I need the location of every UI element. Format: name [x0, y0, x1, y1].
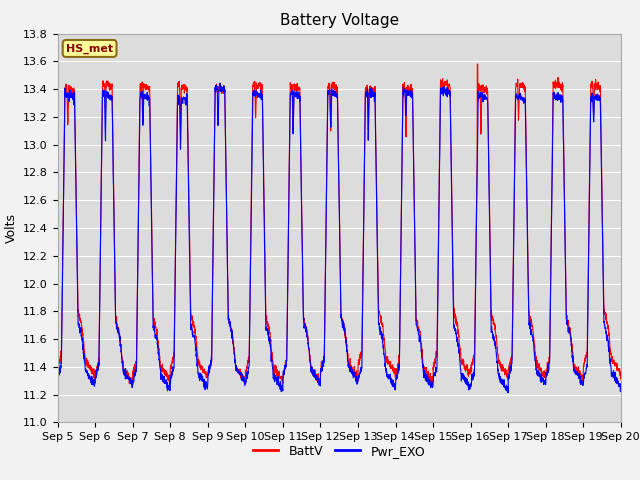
BattV [152, 320, 159, 326]
BattV [294, 85, 302, 91]
Pwr_EXO [54, 374, 61, 380]
BattV [241, 381, 249, 387]
BattV [606, 347, 614, 352]
BattV [474, 61, 481, 67]
Pwr_EXO [216, 80, 224, 86]
Line: Pwr_EXO: Pwr_EXO [58, 83, 621, 393]
Pwr_EXO [294, 96, 302, 101]
Pwr_EXO [152, 335, 159, 341]
Pwr_EXO [545, 360, 553, 365]
Pwr_EXO [270, 376, 278, 382]
BattV [617, 370, 625, 375]
Pwr_EXO [504, 390, 512, 396]
Line: BattV: BattV [58, 64, 621, 384]
Pwr_EXO [617, 381, 625, 387]
Text: HS_met: HS_met [66, 43, 113, 54]
BattV [118, 355, 125, 361]
Legend: BattV, Pwr_EXO: BattV, Pwr_EXO [248, 440, 430, 463]
BattV [545, 356, 553, 361]
Title: Battery Voltage: Battery Voltage [280, 13, 399, 28]
Pwr_EXO [606, 356, 614, 362]
BattV [270, 367, 278, 373]
Pwr_EXO [118, 354, 125, 360]
BattV [54, 365, 61, 371]
Y-axis label: Volts: Volts [4, 213, 17, 243]
